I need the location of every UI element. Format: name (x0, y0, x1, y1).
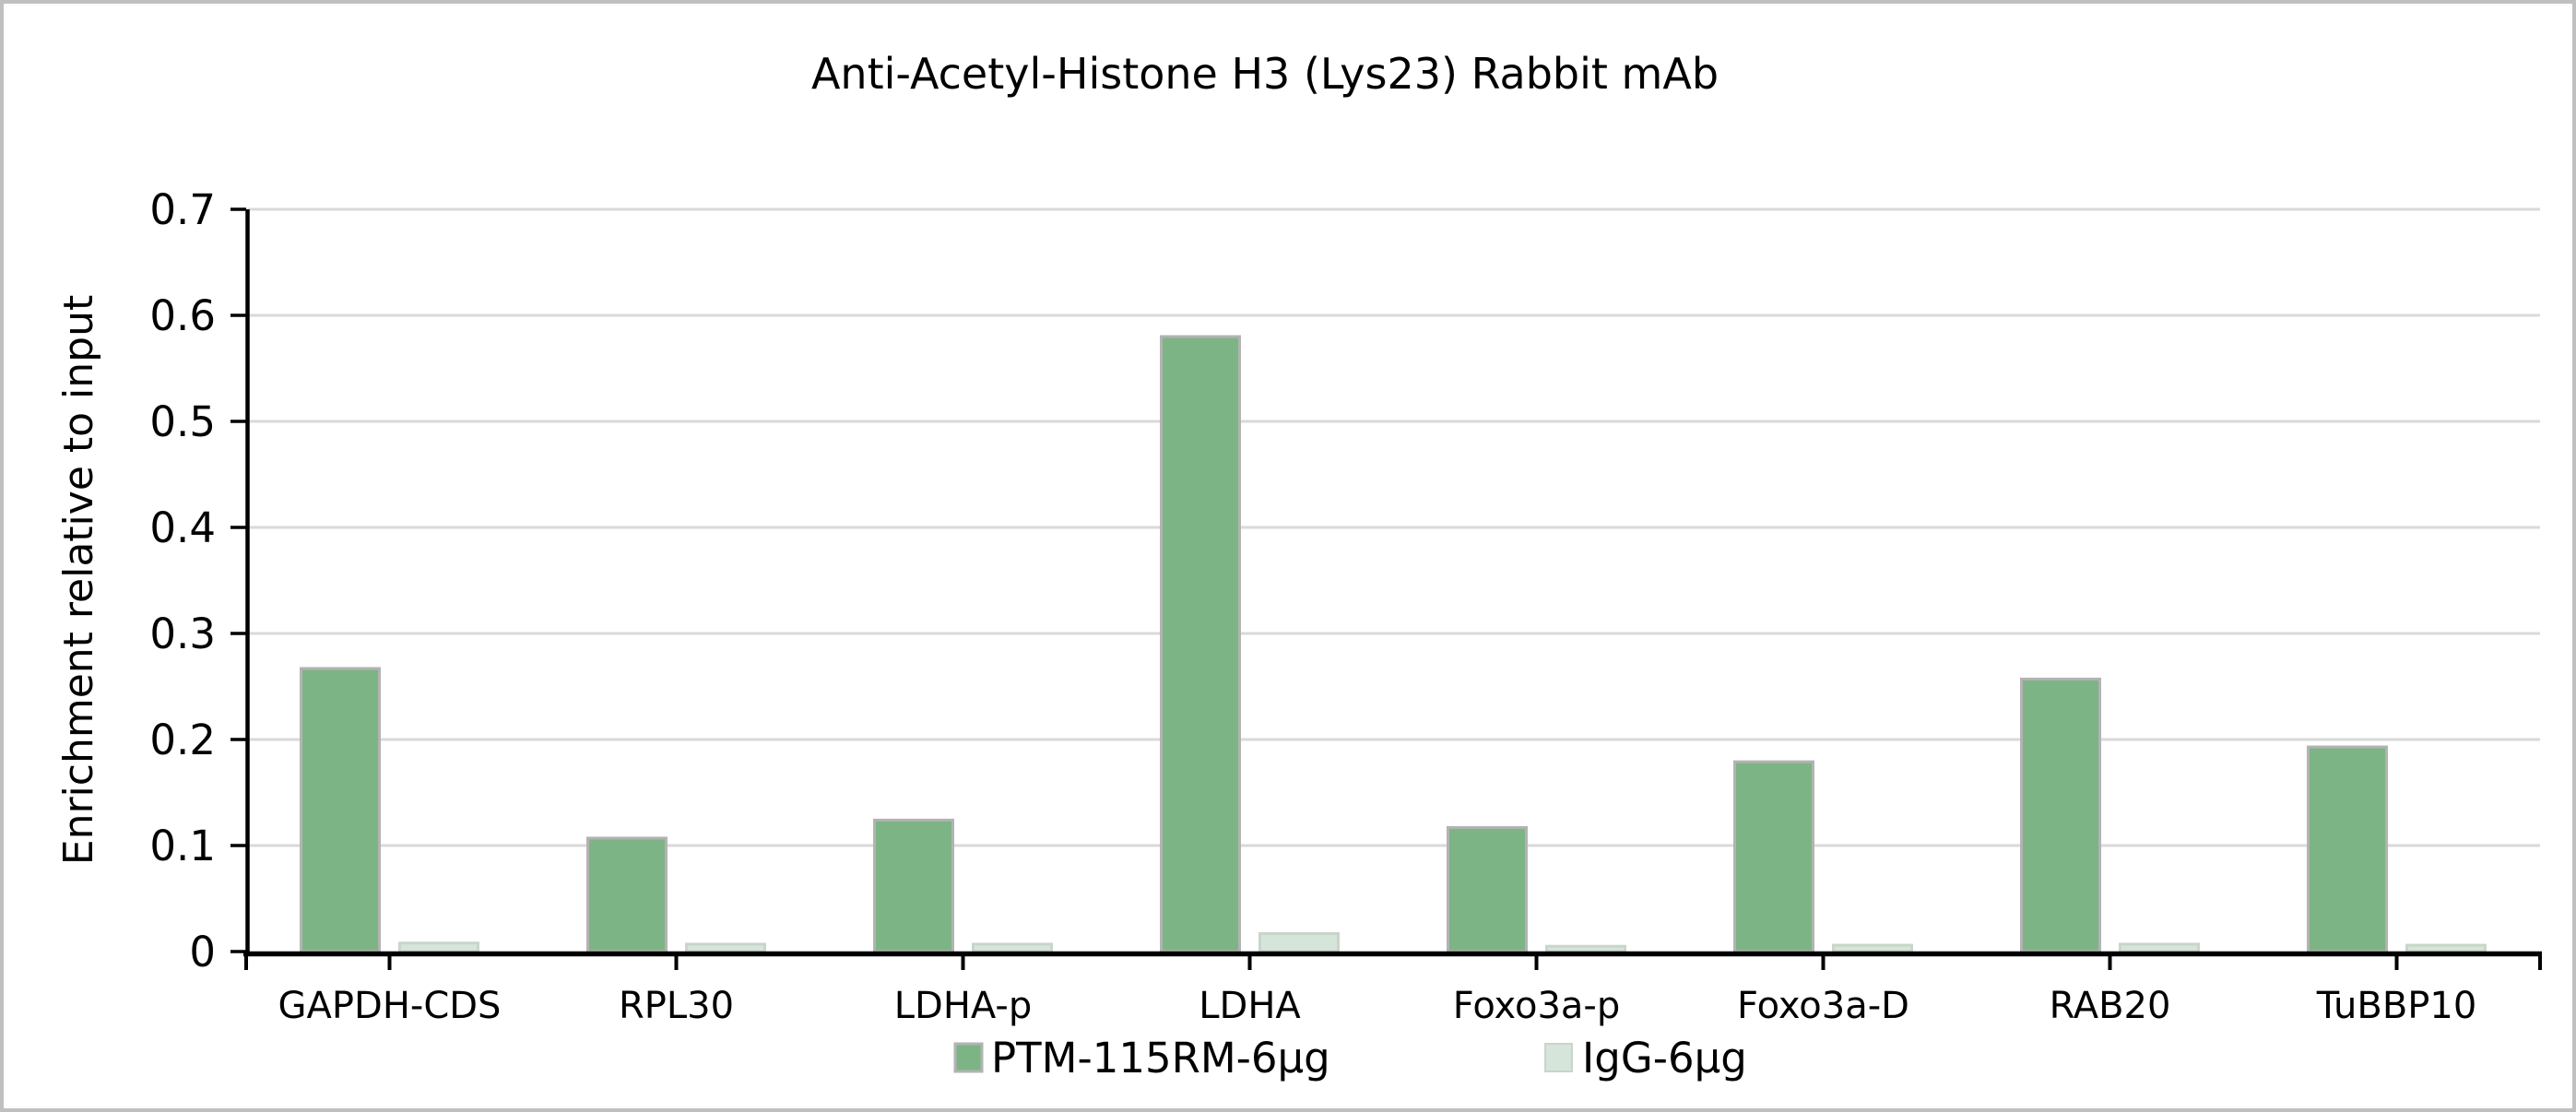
y-tick-label: 0.3 (149, 609, 216, 658)
plot-area: 0 0.1 0.2 0.3 0.4 0.5 0.6 0.7 GAPDH-CDS RPL30 LDHA… (149, 185, 2542, 1027)
bar-ptm-115rm-6-g-ldha-p (873, 818, 954, 953)
y-tick-label: 0.5 (149, 397, 216, 446)
bar-igg-6-g-tubbp10 (2405, 943, 2487, 953)
category-label-ldha: LDHA (1199, 985, 1301, 1027)
y-tick-label: 0.2 (149, 716, 216, 764)
bar-igg-6-g-foxo3a-p (1545, 944, 1626, 953)
category-label-tubbp10: TuBBP10 (2316, 985, 2477, 1027)
category-label-rpl30: RPL30 (619, 985, 734, 1027)
bar-igg-6-g-ldha-p (972, 942, 1053, 953)
legend-label-ptm: PTM-115RM-6µg (991, 1034, 1330, 1082)
y-tick-label: 0 (189, 928, 216, 976)
bar-ptm-115rm-6-g-foxo3a-d (1733, 760, 1814, 953)
category-label-ldha-p: LDHA-p (894, 985, 1032, 1027)
legend-marker-igg (1544, 1043, 1573, 1072)
legend-label-igg: IgG-6µg (1582, 1034, 1747, 1082)
y-tick-label: 0.1 (149, 822, 216, 870)
bar-igg-6-g-rpl30 (685, 942, 766, 953)
legend: PTM-115RM-6µg IgG-6µg (953, 1034, 1747, 1082)
bar-ptm-115rm-6-g-ldha (1160, 335, 1241, 953)
legend-marker-ptm (953, 1042, 984, 1073)
bar-igg-6-g-foxo3a-d (1832, 943, 1913, 953)
y-tick-label: 0.4 (149, 503, 216, 552)
category-label-rab20: RAB20 (2050, 985, 2171, 1027)
category-label-foxo3a-p: Foxo3a-p (1453, 985, 1621, 1027)
chart-title: Anti-Acetyl-Histone H3 (Lys23) Rabbit mA… (811, 49, 1719, 99)
y-axis-title: Enrichment relative to input (55, 295, 102, 865)
bar-ptm-115rm-6-g-rpl30 (586, 836, 668, 953)
bar-igg-6-g-ldha (1258, 931, 1340, 953)
category-label-foxo3a-d: Foxo3a-D (1737, 985, 1909, 1027)
y-tick-label: 0.7 (149, 185, 216, 234)
bar-chart: 0 0.1 0.2 0.3 0.4 0.5 0.6 0.7 GAPDH-CDS RPL30 LDHA… (55, 49, 2542, 1082)
bar-ptm-115rm-6-g-tubbp10 (2307, 745, 2388, 953)
bar-igg-6-g-gapdh-cds (398, 941, 479, 953)
y-tick-label: 0.6 (149, 291, 216, 340)
bar-ptm-115rm-6-g-foxo3a-p (1447, 825, 1528, 953)
category-label-gapdh-cds: GAPDH-CDS (278, 985, 502, 1027)
bar-ptm-115rm-6-g-gapdh-cds (300, 667, 381, 953)
bar-ptm-115rm-6-g-rab20 (2020, 677, 2101, 953)
bar-igg-6-g-rab20 (2119, 942, 2200, 953)
